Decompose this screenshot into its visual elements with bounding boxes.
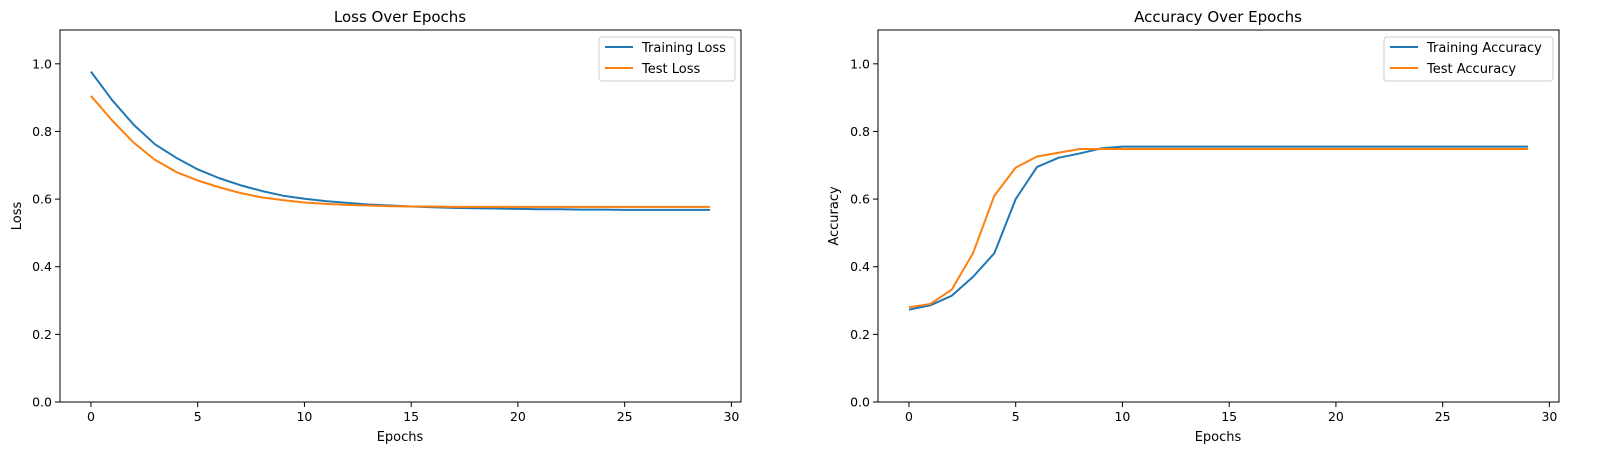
legend-label-training-loss: Training Loss <box>641 41 726 56</box>
x-axis-label: Epochs <box>1195 430 1242 445</box>
legend: Training Accuracy Test Accuracy <box>1383 36 1554 82</box>
y-tick-label: 0.2 <box>32 327 52 342</box>
y-tick-label: 0.2 <box>850 327 870 342</box>
x-tick-label: 5 <box>1012 409 1020 424</box>
legend-label-training-accuracy: Training Accuracy <box>1426 41 1542 56</box>
y-tick-label: 0.6 <box>850 192 870 207</box>
x-axis-label: Epochs <box>377 430 424 445</box>
y-tick-label: 0.4 <box>32 259 52 274</box>
y-axis-ticks: 0.0 0.2 0.4 0.6 0.8 1.0 <box>32 56 60 410</box>
y-axis-ticks: 0.0 0.2 0.4 0.6 0.8 1.0 <box>850 56 878 410</box>
y-tick-label: 0.4 <box>850 259 870 274</box>
x-axis-ticks: 0 5 10 15 20 25 30 <box>87 402 739 424</box>
y-tick-label: 0.6 <box>32 192 52 207</box>
y-tick-label: 1.0 <box>32 56 52 71</box>
x-tick-label: 30 <box>1541 409 1557 424</box>
chart-title: Accuracy Over Epochs <box>1134 8 1302 26</box>
accuracy-chart: Accuracy Over Epochs 0 5 10 15 20 25 30 0.0 0.2… <box>827 8 1560 445</box>
x-tick-label: 25 <box>1435 409 1451 424</box>
y-tick-label: 0.0 <box>850 395 870 410</box>
y-tick-label: 0.8 <box>32 124 52 139</box>
y-tick-label: 0.0 <box>32 395 52 410</box>
plot-frame <box>59 29 742 403</box>
series-line-test-accuracy <box>908 148 1529 309</box>
plot-lines <box>908 145 1529 311</box>
x-axis-ticks: 0 5 10 15 20 25 30 <box>905 402 1557 424</box>
legend-label-test-accuracy: Test Accuracy <box>1426 62 1516 77</box>
x-tick-label: 10 <box>296 409 312 424</box>
y-tick-label: 0.8 <box>850 124 870 139</box>
x-tick-label: 30 <box>723 409 739 424</box>
series-line-test-loss <box>90 95 711 208</box>
y-axis-label: Accuracy <box>827 186 842 246</box>
x-tick-label: 10 <box>1114 409 1130 424</box>
plot-lines <box>90 71 711 211</box>
y-axis-label: Loss <box>10 202 25 231</box>
legend-label-test-loss: Test Loss <box>641 62 700 77</box>
x-tick-label: 15 <box>1221 409 1237 424</box>
x-tick-label: 20 <box>1328 409 1344 424</box>
x-tick-label: 0 <box>905 409 913 424</box>
chart-title: Loss Over Epochs <box>334 8 466 26</box>
x-tick-label: 15 <box>403 409 419 424</box>
plot-frame <box>877 29 1560 403</box>
series-line-training-accuracy <box>908 145 1529 311</box>
x-tick-label: 5 <box>194 409 202 424</box>
x-tick-label: 20 <box>510 409 526 424</box>
loss-chart: Loss Over Epochs 0 5 10 15 20 25 30 0.00.20.40… <box>10 8 742 445</box>
x-tick-label: 25 <box>617 409 633 424</box>
x-tick-label: 0 <box>87 409 95 424</box>
legend: Training Loss Test Loss <box>598 36 736 82</box>
y-tick-label: 1.0 <box>850 56 870 71</box>
legend-box <box>1383 36 1554 82</box>
